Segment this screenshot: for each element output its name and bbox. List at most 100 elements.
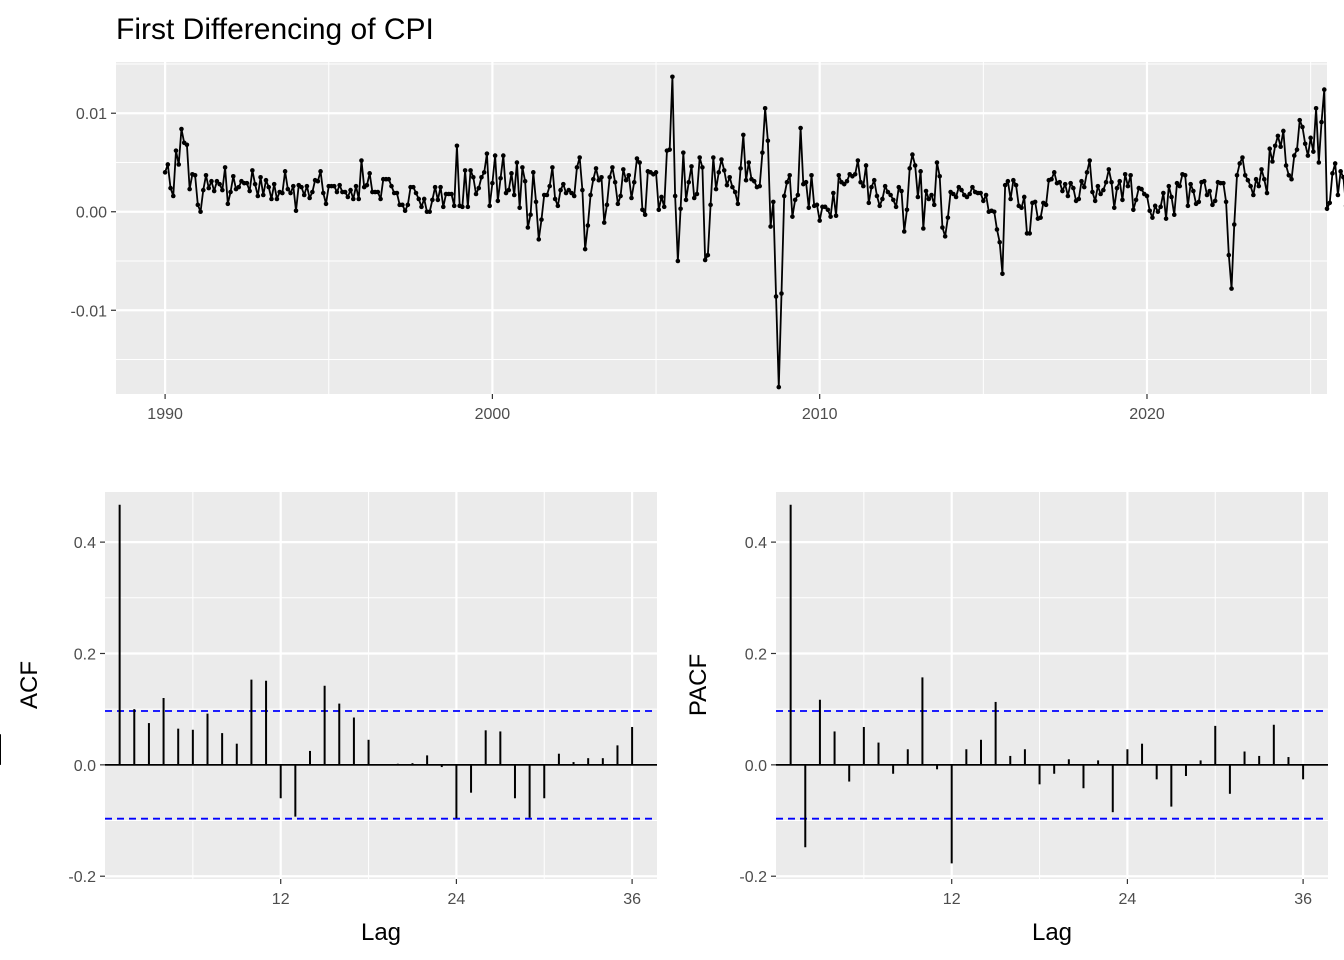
data-point [465,204,471,210]
data-point [350,196,356,202]
data-point [781,193,787,199]
data-point [569,190,574,196]
data-point [798,125,803,131]
data-point [779,291,784,296]
x-tick-label: 36 [623,891,641,908]
data-point [544,192,550,198]
data-point [959,187,964,193]
data-point [1196,199,1202,205]
data-point [506,187,512,193]
data-point [1242,172,1248,178]
data-point [1229,286,1234,291]
data-point [367,171,372,176]
data-point [1341,174,1344,180]
data-point [880,196,885,202]
y-tick-label: 0.01 [76,106,107,123]
data-point [1101,187,1106,193]
data-point [252,181,258,187]
data-point [814,202,820,208]
data-point [1226,252,1232,258]
data-point [501,153,506,158]
data-point [517,205,522,211]
data-point [623,177,629,183]
data-point [956,184,962,190]
data-point [528,212,533,217]
data-point [1005,178,1011,184]
data-point [1286,172,1292,178]
data-point [421,196,427,202]
y-tick-label: 0.2 [745,646,767,663]
data-point [356,196,362,202]
data-point [1210,202,1215,208]
data-point [907,166,912,171]
data-point [768,224,773,229]
data-point [454,143,460,149]
data-point [331,183,337,189]
data-point [1291,153,1297,158]
data-point [1158,204,1163,210]
data-point [1338,169,1343,174]
data-point [610,165,615,170]
data-point [165,162,171,167]
data-point [869,184,874,190]
data-point [1171,212,1177,217]
data-point [244,180,250,186]
x-tick-label: 24 [448,891,466,908]
data-point [809,172,814,178]
data-point [964,194,970,200]
data-point [1327,200,1333,206]
data-point [1120,197,1125,203]
data-point [1027,231,1032,236]
data-point [716,170,722,175]
data-point [790,214,795,219]
data-point [612,179,618,185]
data-point [531,170,536,175]
data-point [896,184,902,190]
data-point [1011,177,1016,183]
data-point [711,155,716,160]
data-point [642,212,648,217]
data-point [1019,205,1024,211]
data-point [198,209,203,215]
data-point [438,184,443,190]
data-point [735,201,741,207]
x-tick-label: 12 [272,891,290,908]
data-point [473,191,479,197]
data-point [1098,191,1103,197]
data-point [1155,209,1161,215]
data-point [1240,155,1245,160]
data-point [844,178,850,184]
data-point [1204,192,1210,198]
data-point [681,150,686,155]
x-axis-title: Lag [361,919,401,946]
data-point [741,132,746,138]
data-point [299,184,304,190]
data-point [247,188,252,194]
y-tick-label: -0.2 [739,869,767,886]
data-point [293,208,299,214]
data-point [858,179,863,185]
data-point [727,174,732,180]
data-point [771,199,776,205]
data-point [282,169,288,174]
data-point [828,214,833,219]
data-point [732,189,738,195]
data-point [697,155,702,160]
data-point [877,203,882,209]
data-point [1103,179,1109,185]
data-point [285,186,291,192]
data-point [168,185,173,191]
data-point [1316,160,1322,165]
data-point [1133,197,1139,203]
data-point [601,220,607,225]
data-point [520,165,525,170]
data-point [514,160,520,165]
x-tick-label: 2020 [1129,406,1165,423]
data-point [206,185,212,191]
data-point [479,174,484,180]
data-point [348,187,353,193]
data-point [607,174,612,180]
data-point [951,191,956,197]
data-point [1060,188,1065,194]
data-point [1321,87,1327,92]
